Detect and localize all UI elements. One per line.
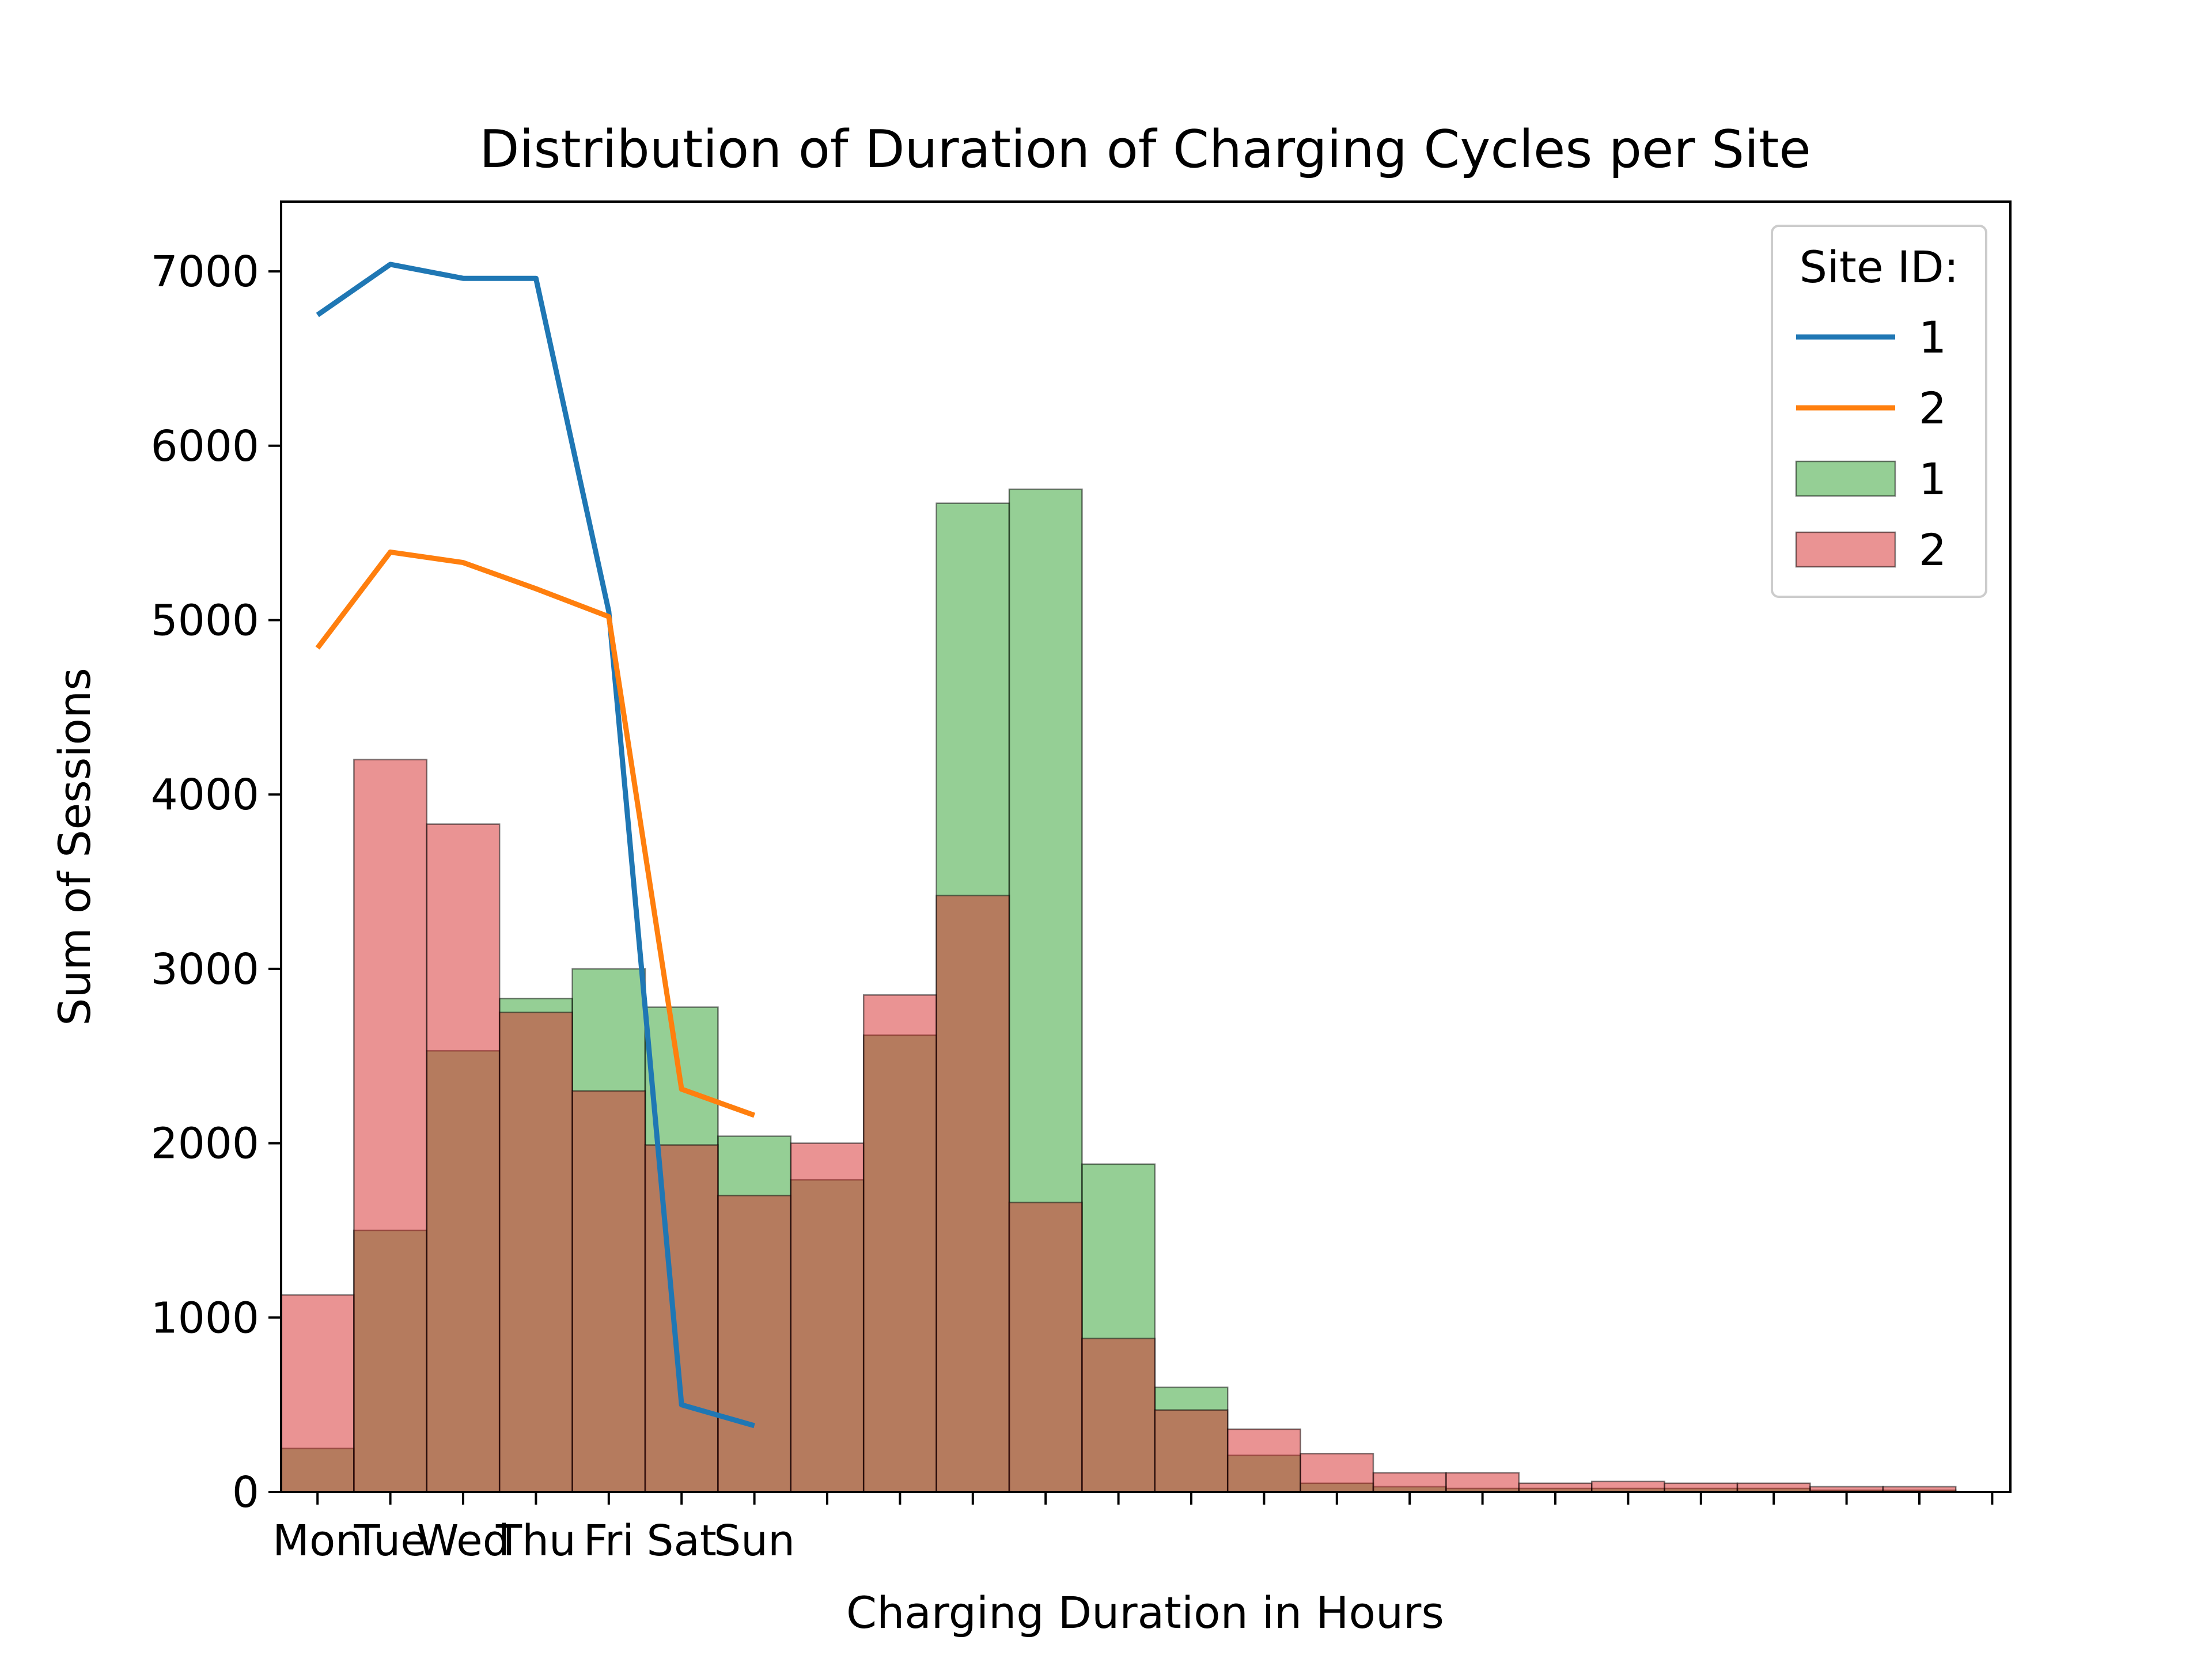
legend-label: 2 xyxy=(1919,382,1946,434)
hist-bar-site-2-16 xyxy=(1445,1472,1520,1493)
y-tick-label: 0 xyxy=(232,1468,259,1517)
series-lines xyxy=(315,262,756,1429)
legend-swatch-patch xyxy=(1795,460,1896,497)
y-tick-label: 3000 xyxy=(151,945,259,994)
hist-bar-site-2-19 xyxy=(1664,1482,1738,1493)
y-axis: 0 1000 2000 3000 4000 5000 6000 7000 xyxy=(151,247,281,1517)
hist-bar-site-2-17 xyxy=(1518,1482,1593,1493)
plot-frame xyxy=(280,200,2012,1493)
hist-bar-site-2-12 xyxy=(1154,1409,1229,1493)
line-site-2 xyxy=(315,549,756,1118)
x-tick-label: Sun xyxy=(714,1516,795,1566)
histogram-bars xyxy=(280,488,1957,1493)
hist-bar-site-2-0 xyxy=(280,1294,355,1493)
legend-label: 1 xyxy=(1919,453,1946,505)
legend-frame xyxy=(1771,225,1987,598)
y-tick-label: 6000 xyxy=(151,422,259,471)
y-axis-label: Sum of Sessions xyxy=(49,668,100,1026)
hist-bar-site-2-20 xyxy=(1736,1482,1811,1493)
hist-bar-site-2-2 xyxy=(426,823,501,1493)
hist-bar-site-2-8 xyxy=(862,994,937,1493)
y-tick-label: 5000 xyxy=(151,596,259,645)
hist-bar-site-2-1 xyxy=(353,759,428,1493)
legend-swatch-patch xyxy=(1795,531,1896,568)
x-tick-label: Thu xyxy=(495,1516,576,1566)
x-tick-label: Fri xyxy=(584,1516,634,1566)
hist-bar-site-2-6 xyxy=(717,1195,792,1493)
x-tick-label: Sat xyxy=(647,1516,717,1566)
x-axis-label: Charging Duration in Hours xyxy=(846,1587,1444,1638)
hist-bar-site-2-18 xyxy=(1590,1480,1665,1493)
hist-bar-site-2-15 xyxy=(1372,1472,1447,1493)
hist-bar-site-2-10 xyxy=(1008,1202,1083,1493)
line-site-1 xyxy=(316,262,755,1429)
hist-bar-site-2-9 xyxy=(935,895,1010,1493)
legend-title: Site ID: xyxy=(1800,241,1959,293)
hist-bar-site-2-4 xyxy=(571,1090,646,1493)
y-tick-label: 7000 xyxy=(151,247,259,297)
hist-bar-site-2-7 xyxy=(790,1142,865,1493)
y-tick-label: 1000 xyxy=(151,1293,259,1343)
hist-bar-site-2-11 xyxy=(1081,1338,1156,1493)
y-tick-label: 4000 xyxy=(151,770,259,820)
hist-bar-site-2-5 xyxy=(644,1144,719,1493)
legend-label: 1 xyxy=(1919,312,1946,363)
x-tick-label: Tue xyxy=(353,1516,426,1566)
y-tick-label: 2000 xyxy=(151,1119,259,1169)
legend: Site ID: 1 2 1 2 xyxy=(1771,225,1987,598)
chart-title: Distribution of Duration of Charging Cyc… xyxy=(479,119,1811,180)
x-tick-label: Mon xyxy=(272,1516,362,1566)
hist-bar-site-2-13 xyxy=(1226,1428,1301,1493)
hist-bar-site-2-3 xyxy=(498,1012,573,1493)
x-tick-label: Wed xyxy=(416,1516,509,1566)
legend-label: 2 xyxy=(1919,524,1946,575)
hist-bar-site-2-14 xyxy=(1300,1453,1374,1493)
